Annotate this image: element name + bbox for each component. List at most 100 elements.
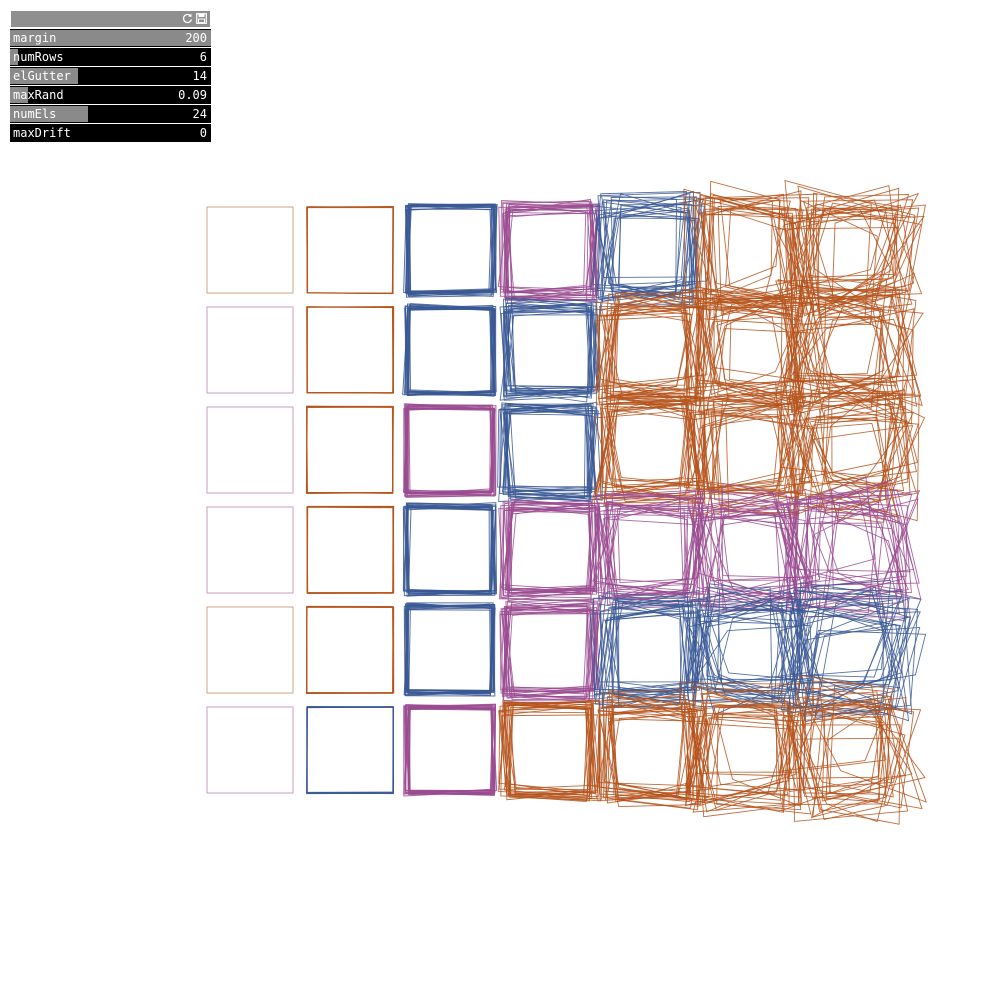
drifting-square — [594, 397, 706, 500]
drifting-square — [498, 699, 596, 796]
reload-icon[interactable] — [182, 13, 193, 24]
drifting-square — [406, 405, 497, 496]
slider-label: numRows — [13, 50, 64, 64]
drifting-square — [405, 703, 498, 792]
drifting-square — [406, 503, 496, 595]
square-cluster — [305, 605, 395, 695]
drifting-square — [710, 410, 814, 512]
drifting-square — [306, 505, 395, 594]
drifting-square — [797, 185, 898, 310]
drifting-square — [787, 500, 909, 609]
slider-elGutter[interactable]: elGutter 14 — [10, 67, 211, 85]
drifting-square — [502, 409, 603, 501]
drifting-square — [408, 408, 493, 495]
slider-label: maxRand — [13, 88, 64, 102]
drifting-square — [601, 304, 702, 398]
drifting-square — [505, 612, 596, 693]
drifting-square — [511, 501, 593, 595]
drifting-square — [306, 406, 394, 494]
panel-header[interactable] — [10, 10, 211, 28]
drifting-square — [798, 295, 922, 410]
drifting-square — [499, 303, 599, 395]
drifting-square — [598, 603, 700, 683]
drifting-square — [306, 706, 394, 794]
drifting-square — [610, 700, 691, 803]
slider-margin[interactable]: margin 200 — [10, 29, 211, 47]
drifting-square — [501, 502, 600, 602]
drifting-square — [405, 407, 497, 498]
drifting-square — [306, 206, 394, 295]
slider-numRows[interactable]: numRows 6 — [10, 48, 211, 66]
drifting-square — [206, 406, 294, 494]
drifting-square — [504, 297, 594, 390]
drifting-square — [503, 701, 588, 795]
square-cluster — [206, 306, 294, 394]
drifting-square — [786, 308, 915, 383]
drifting-square — [405, 206, 498, 297]
drifting-square — [306, 606, 394, 694]
drifting-square — [306, 206, 395, 294]
drifting-square — [695, 318, 814, 385]
drifting-square — [703, 193, 818, 308]
drifting-square — [405, 205, 494, 298]
drifting-square — [782, 698, 906, 793]
drifting-square — [606, 398, 706, 487]
drifting-square — [705, 604, 820, 695]
drifting-square — [821, 708, 926, 802]
drifting-square — [784, 180, 916, 292]
drifting-square — [678, 682, 801, 805]
square-cluster — [779, 372, 926, 524]
drifting-square — [503, 605, 594, 701]
drifting-square — [404, 603, 496, 695]
slider-value: 0 — [199, 126, 207, 140]
drifting-square — [408, 703, 496, 792]
drifting-square — [406, 504, 497, 592]
drifting-square — [802, 199, 914, 314]
slider-value: 200 — [185, 31, 207, 45]
square-cluster — [306, 206, 395, 295]
drifting-square — [775, 278, 888, 410]
drifting-square — [407, 307, 493, 396]
drifting-square — [699, 597, 789, 693]
drifting-square — [402, 506, 496, 597]
drifting-square — [686, 613, 796, 681]
drifting-square — [404, 305, 492, 395]
drifting-square — [306, 406, 394, 494]
drifting-square — [407, 308, 496, 394]
drifting-square — [605, 292, 705, 402]
drifting-square — [407, 208, 496, 297]
drifting-square — [306, 706, 394, 795]
drifting-square — [402, 505, 495, 593]
slider-maxRand[interactable]: maxRand 0.09 — [10, 86, 211, 104]
drifting-square — [618, 602, 690, 699]
drifting-square — [306, 605, 395, 694]
save-icon[interactable] — [196, 13, 207, 24]
drifting-square — [822, 296, 915, 395]
square-cluster — [497, 198, 601, 304]
drifting-square — [404, 204, 498, 295]
square-cluster — [499, 296, 602, 403]
drifting-square — [817, 293, 918, 407]
drifting-square — [408, 303, 495, 394]
drifting-square — [407, 602, 495, 694]
drifting-square — [404, 205, 495, 292]
drifting-square — [405, 604, 493, 694]
drifting-square — [798, 702, 922, 820]
slider-maxDrift[interactable]: maxDrift 0 — [10, 124, 211, 142]
drifting-square — [406, 204, 498, 293]
drifting-square — [502, 501, 597, 596]
drifting-square — [508, 506, 591, 594]
drifting-square — [810, 703, 891, 819]
square-cluster — [499, 598, 602, 703]
slider-numEls[interactable]: numEls 24 — [10, 105, 211, 123]
drifting-square — [407, 703, 497, 795]
square-cluster — [402, 502, 497, 597]
drifting-square — [786, 492, 886, 616]
drifting-square — [783, 206, 888, 293]
drifting-square — [206, 706, 294, 794]
drifting-square — [806, 185, 903, 294]
drifting-square — [597, 502, 698, 596]
drifting-square — [798, 482, 904, 611]
drifting-square — [511, 310, 599, 393]
square-cluster — [681, 382, 815, 519]
